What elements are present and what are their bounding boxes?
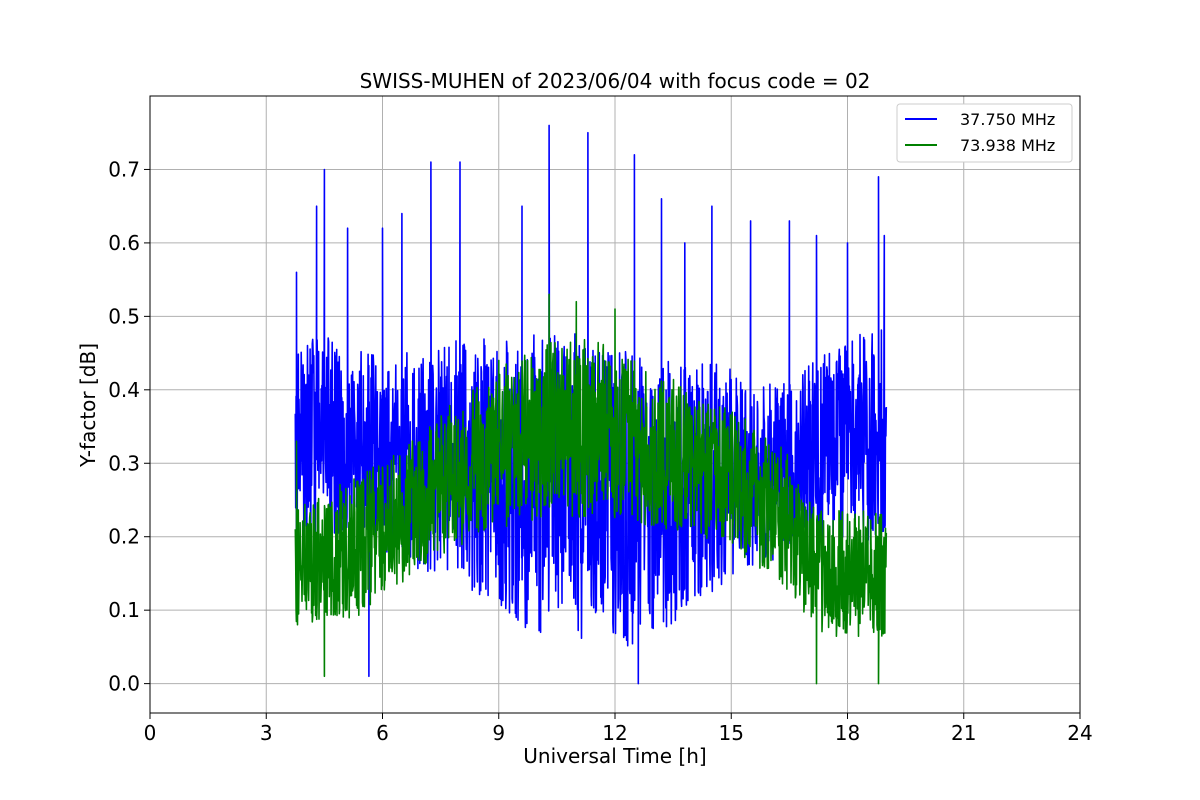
x-tick-label: 21 (951, 721, 976, 745)
x-axis: 0 3 6 9 12 15 18 21 24 (144, 713, 1093, 745)
x-tick-label: 18 (835, 721, 860, 745)
legend-label-series-1: 37.750 MHz (960, 110, 1055, 129)
legend-box (896, 103, 1073, 163)
x-tick-label: 3 (260, 721, 273, 745)
legend-label-series-2: 73.938 MHz (960, 136, 1055, 155)
y-tick-label: 0.5 (108, 304, 140, 328)
y-axis-label: Y-factor [dB] (76, 343, 100, 468)
y-tick-label: 0.0 (108, 672, 140, 696)
y-tick-label: 0.3 (108, 451, 140, 475)
series-line-2 (294, 293, 888, 685)
x-tick-label: 24 (1067, 721, 1092, 745)
y-tick-label: 0.6 (108, 231, 140, 255)
y-tick-label: 0.7 (108, 157, 140, 181)
x-tick-label: 12 (602, 721, 627, 745)
x-tick-label: 6 (376, 721, 389, 745)
chart-title: SWISS-MUHEN of 2023/06/04 with focus cod… (360, 69, 871, 93)
x-tick-label: 15 (719, 721, 744, 745)
y-tick-label: 0.1 (108, 598, 140, 622)
legend: 37.750 MHz 73.938 MHz (896, 103, 1073, 163)
x-axis-label: Universal Time [h] (523, 744, 706, 768)
x-tick-label: 9 (492, 721, 505, 745)
y-tick-label: 0.4 (108, 378, 140, 402)
x-tick-label: 0 (144, 721, 157, 745)
series-layer (294, 124, 888, 685)
y-tick-label: 0.2 (108, 525, 140, 549)
y-axis: 0.0 0.1 0.2 0.3 0.4 0.5 0.6 0.7 (108, 157, 150, 696)
